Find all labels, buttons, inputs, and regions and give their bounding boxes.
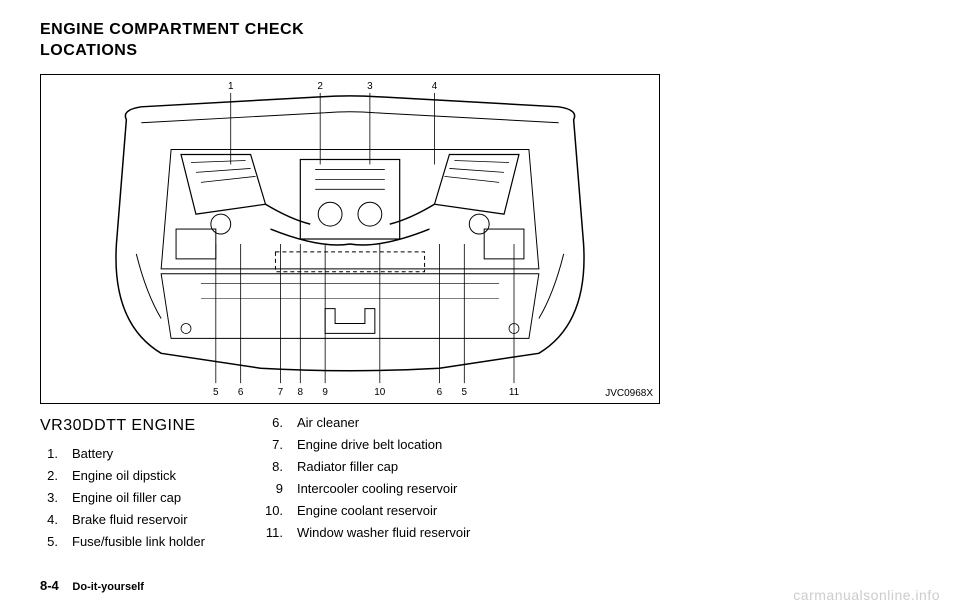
callout-label: 3 [367, 81, 373, 92]
list-item: 9 Intercooler cooling reservoir [265, 478, 470, 500]
callout-label: 6 [238, 387, 244, 398]
list-item-text: Window washer fluid reservoir [297, 522, 470, 544]
right-column: 6. Air cleaner 7. Engine drive belt locatio… [265, 412, 470, 554]
list-item-text: Engine coolant reservoir [297, 500, 437, 522]
page-footer: 8-4 Do-it-yourself [40, 578, 144, 593]
list-item: 3. Engine oil filler cap [40, 487, 205, 509]
list-item-text: Engine oil filler cap [72, 487, 181, 509]
list-item-number: 10. [265, 500, 283, 522]
section-name: Do-it-yourself [72, 581, 144, 593]
callout-label: 2 [317, 81, 323, 92]
list-item-number: 7. [265, 434, 283, 456]
callout-label: 6 [437, 387, 443, 398]
callout-label: 7 [278, 387, 284, 398]
list-item: 2. Engine oil dipstick [40, 465, 205, 487]
list-item-text: Battery [72, 443, 113, 465]
list-item: 6. Air cleaner [265, 412, 470, 434]
list-item-number: 1. [40, 443, 58, 465]
list-item-text: Intercooler cooling reservoir [297, 478, 457, 500]
list-item-text: Fuse/fusible link holder [72, 531, 205, 553]
list-item-text: Brake fluid reservoir [72, 509, 188, 531]
list-item-text: Engine oil dipstick [72, 465, 176, 487]
callout-label: 1 [228, 81, 234, 92]
callout-label: 11 [509, 387, 520, 398]
list-item-number: 5. [40, 531, 58, 553]
list-item: 8. Radiator filler cap [265, 456, 470, 478]
engine-name: VR30DDTT ENGINE [40, 412, 205, 439]
callout-label: 5 [213, 387, 219, 398]
list-item-number: 11. [265, 522, 283, 544]
list-item-number: 2. [40, 465, 58, 487]
title-line-1: ENGINE COMPARTMENT CHECK [40, 21, 304, 38]
watermark: carmanualsonline.info [793, 587, 940, 603]
title-line-2: LOCATIONS [40, 42, 138, 59]
list-item: 4. Brake fluid reservoir [40, 509, 205, 531]
list-item-number: 8. [265, 456, 283, 478]
list-item-text: Radiator filler cap [297, 456, 398, 478]
list-item: 7. Engine drive belt location [265, 434, 470, 456]
engine-diagram-svg: 1 2 3 4 5 6 7 8 9 10 6 5 11 [41, 75, 659, 403]
list-item-number: 9 [265, 478, 283, 500]
callout-label: 5 [462, 387, 468, 398]
list-item-text: Air cleaner [297, 412, 359, 434]
callout-label: 4 [432, 81, 438, 92]
list-item-number: 6. [265, 412, 283, 434]
list-item: 10. Engine coolant reservoir [265, 500, 470, 522]
list-item-text: Engine drive belt location [297, 434, 442, 456]
list-item-number: 3. [40, 487, 58, 509]
list-item: 5. Fuse/fusible link holder [40, 531, 205, 553]
list-item-number: 4. [40, 509, 58, 531]
parts-list-columns: VR30DDTT ENGINE 1. Battery 2. Engine oil di… [40, 412, 920, 554]
left-column: VR30DDTT ENGINE 1. Battery 2. Engine oil di… [40, 412, 205, 554]
engine-diagram-frame: 1 2 3 4 5 6 7 8 9 10 6 5 11 JVC0968X [40, 74, 660, 404]
list-item: 1. Battery [40, 443, 205, 465]
section-title: ENGINE COMPARTMENT CHECK LOCATIONS [40, 20, 920, 62]
list-item: 11. Window washer fluid reservoir [265, 522, 470, 544]
callout-label: 8 [298, 387, 304, 398]
callout-label: 9 [322, 387, 328, 398]
callout-label: 10 [374, 387, 386, 398]
diagram-code: JVC0968X [605, 388, 653, 399]
page-number: 8-4 [40, 578, 59, 593]
